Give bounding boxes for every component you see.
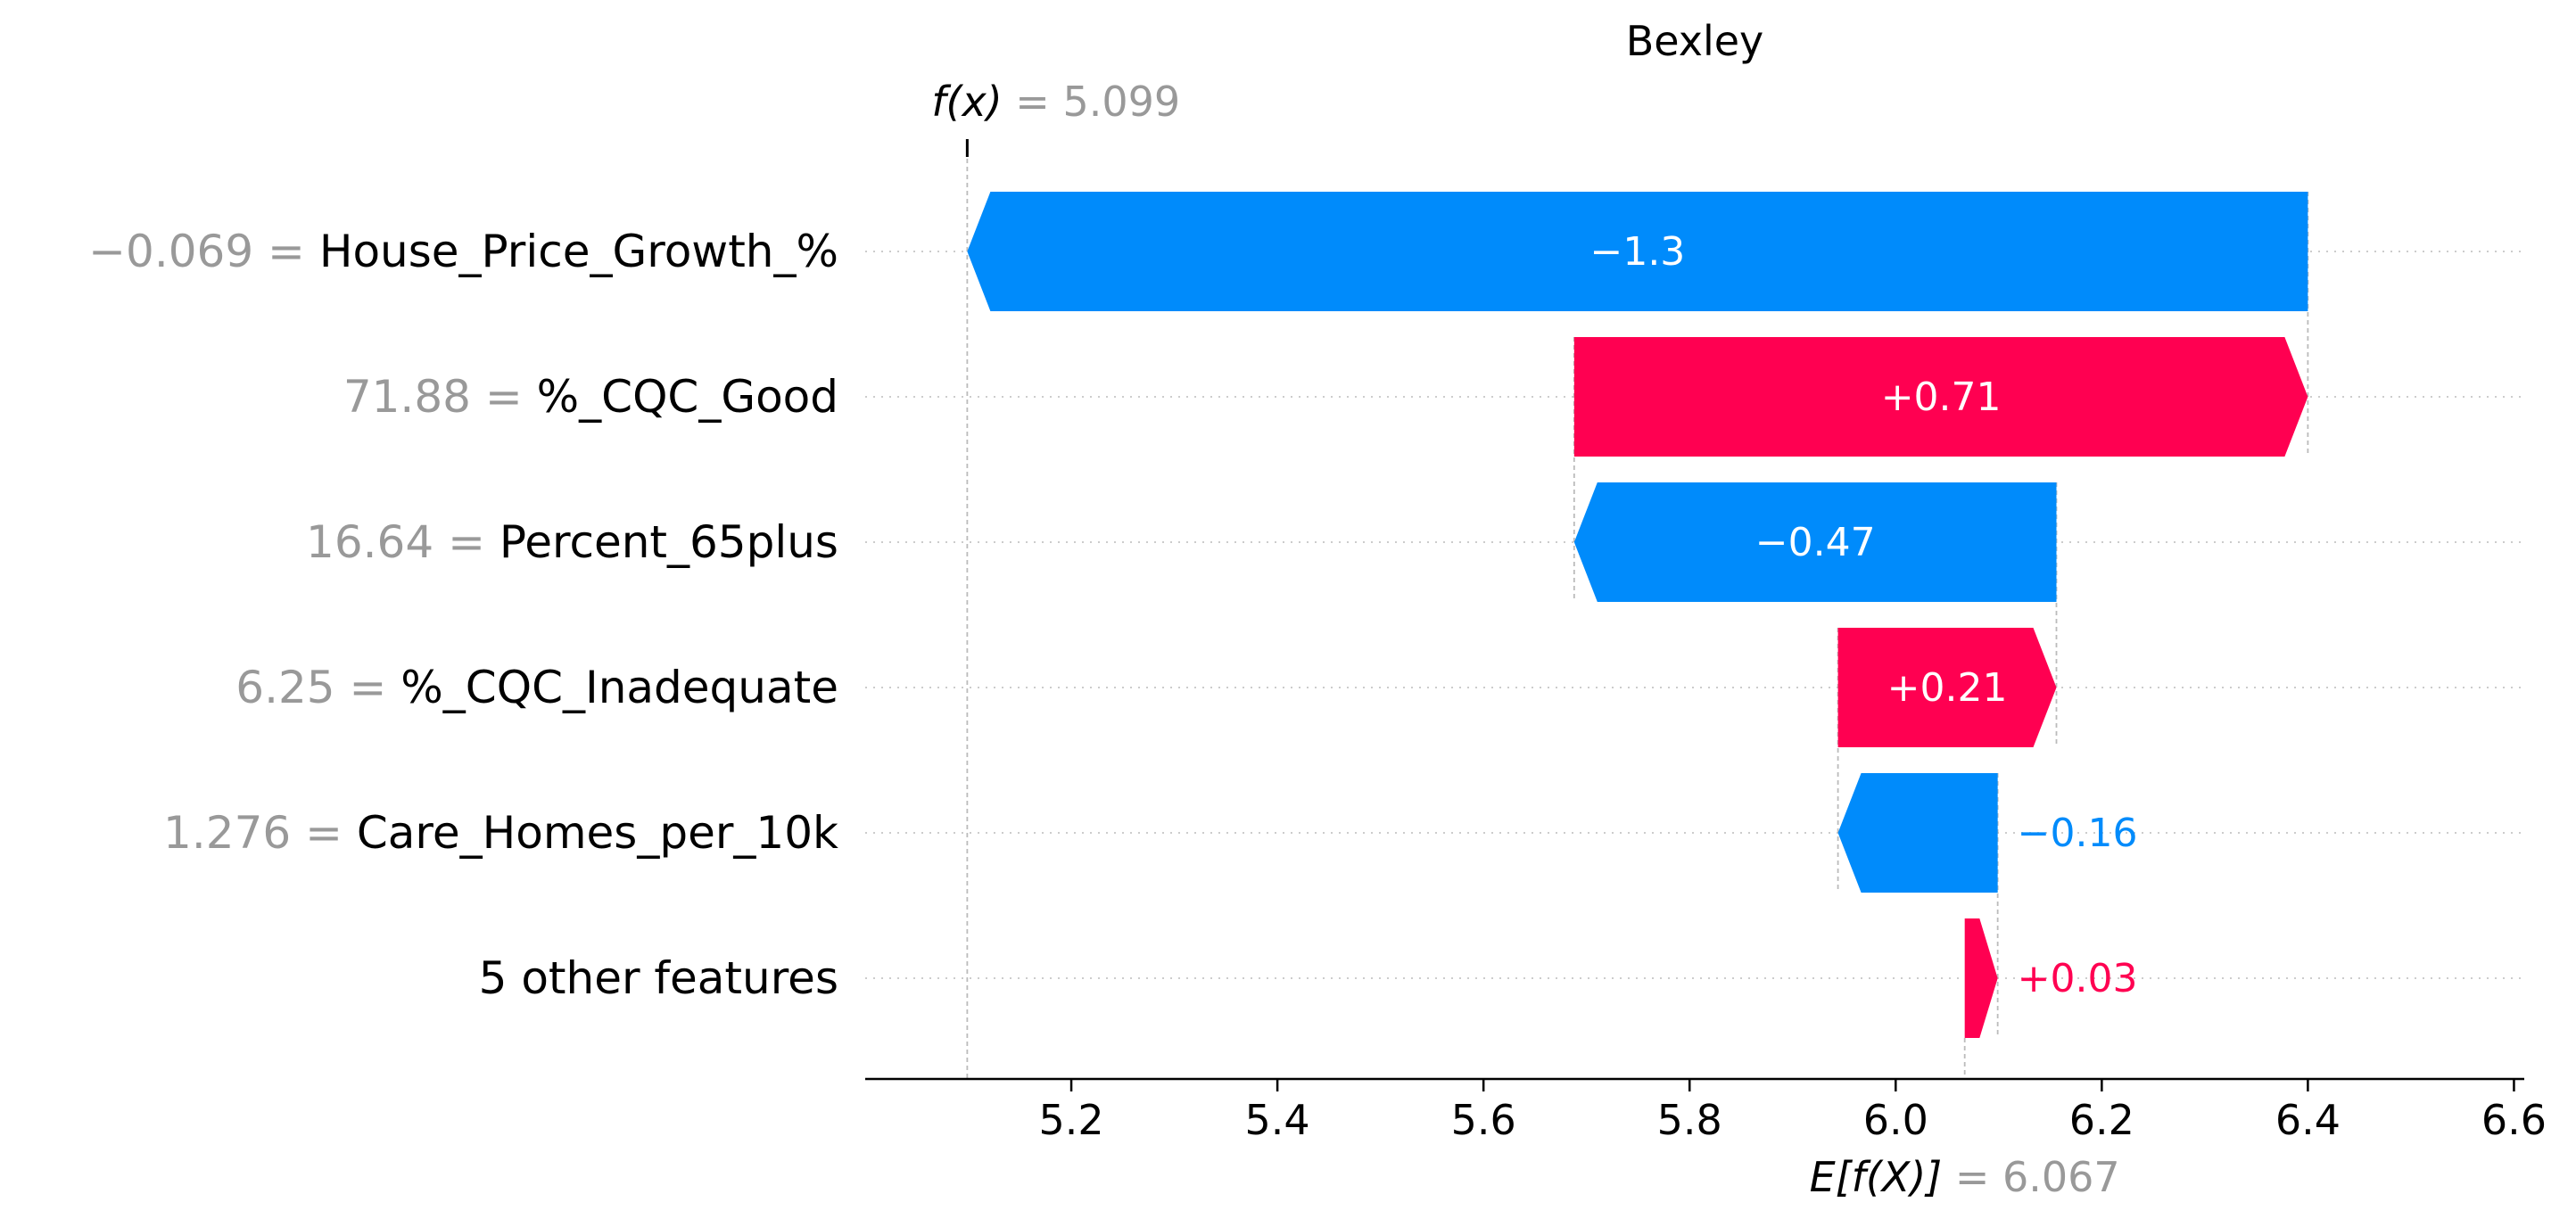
- negative-bar: [1573, 482, 2057, 602]
- feature-label: 6.25 = %_CQC_Inadequate: [235, 662, 838, 713]
- x-tick-label: 5.4: [1245, 1096, 1310, 1144]
- positive-bar: [1837, 628, 2057, 747]
- bar-value-label: −0.47: [1755, 520, 1876, 565]
- negative-bar: [1837, 773, 1998, 893]
- negative-bar: [967, 192, 2308, 311]
- feature-label: −0.069 = House_Price_Growth_%: [88, 226, 838, 277]
- fx-value-label: f(x) = 5.099: [931, 78, 1180, 126]
- x-tick-label: 5.6: [1451, 1096, 1516, 1144]
- chart-title: Bexley: [1626, 17, 1764, 65]
- positive-bar: [1964, 918, 1998, 1038]
- bar-value-label: +0.03: [2018, 956, 2138, 1001]
- x-tick-label: 5.8: [1657, 1096, 1722, 1144]
- x-tick-label: 5.2: [1038, 1096, 1103, 1144]
- connector-lines: [965, 139, 2309, 1079]
- x-tick-label: 6.4: [2275, 1096, 2341, 1144]
- bar-value-label: −1.3: [1589, 229, 1685, 275]
- bar-value-label: +0.21: [1887, 665, 2008, 711]
- feature-label: 16.64 = Percent_65plus: [306, 516, 838, 568]
- base-value-label: E[f(X)] = 6.067: [1810, 1153, 2120, 1201]
- feature-label: 71.88 = %_CQC_Good: [343, 371, 838, 423]
- feature-label: 5 other features: [479, 952, 838, 1004]
- x-tick-label: 6.6: [2481, 1096, 2547, 1144]
- fx-marker: f(x) = 5.099: [931, 78, 1180, 126]
- bar-value-label: −0.16: [2018, 811, 2138, 856]
- x-axis: 5.2 5.4 5.6 5.8 6.0 6.2 6.4 6.6 E[f(X)] = 6.067: [865, 1077, 2547, 1201]
- feature-labels: −0.069 = House_Price_Growth_% 71.88 = %_C…: [88, 226, 838, 1004]
- x-tick-label: 6.0: [1863, 1096, 1928, 1144]
- positive-bar: [1573, 337, 2308, 457]
- feature-label: 1.276 = Care_Homes_per_10k: [163, 807, 838, 859]
- x-tick-label: 6.2: [2069, 1096, 2134, 1144]
- bars: −1.3 +0.71 −0.47 +0.21 −0.16 +0.03: [967, 192, 2308, 1038]
- bar-value-label: +0.71: [1881, 375, 2002, 420]
